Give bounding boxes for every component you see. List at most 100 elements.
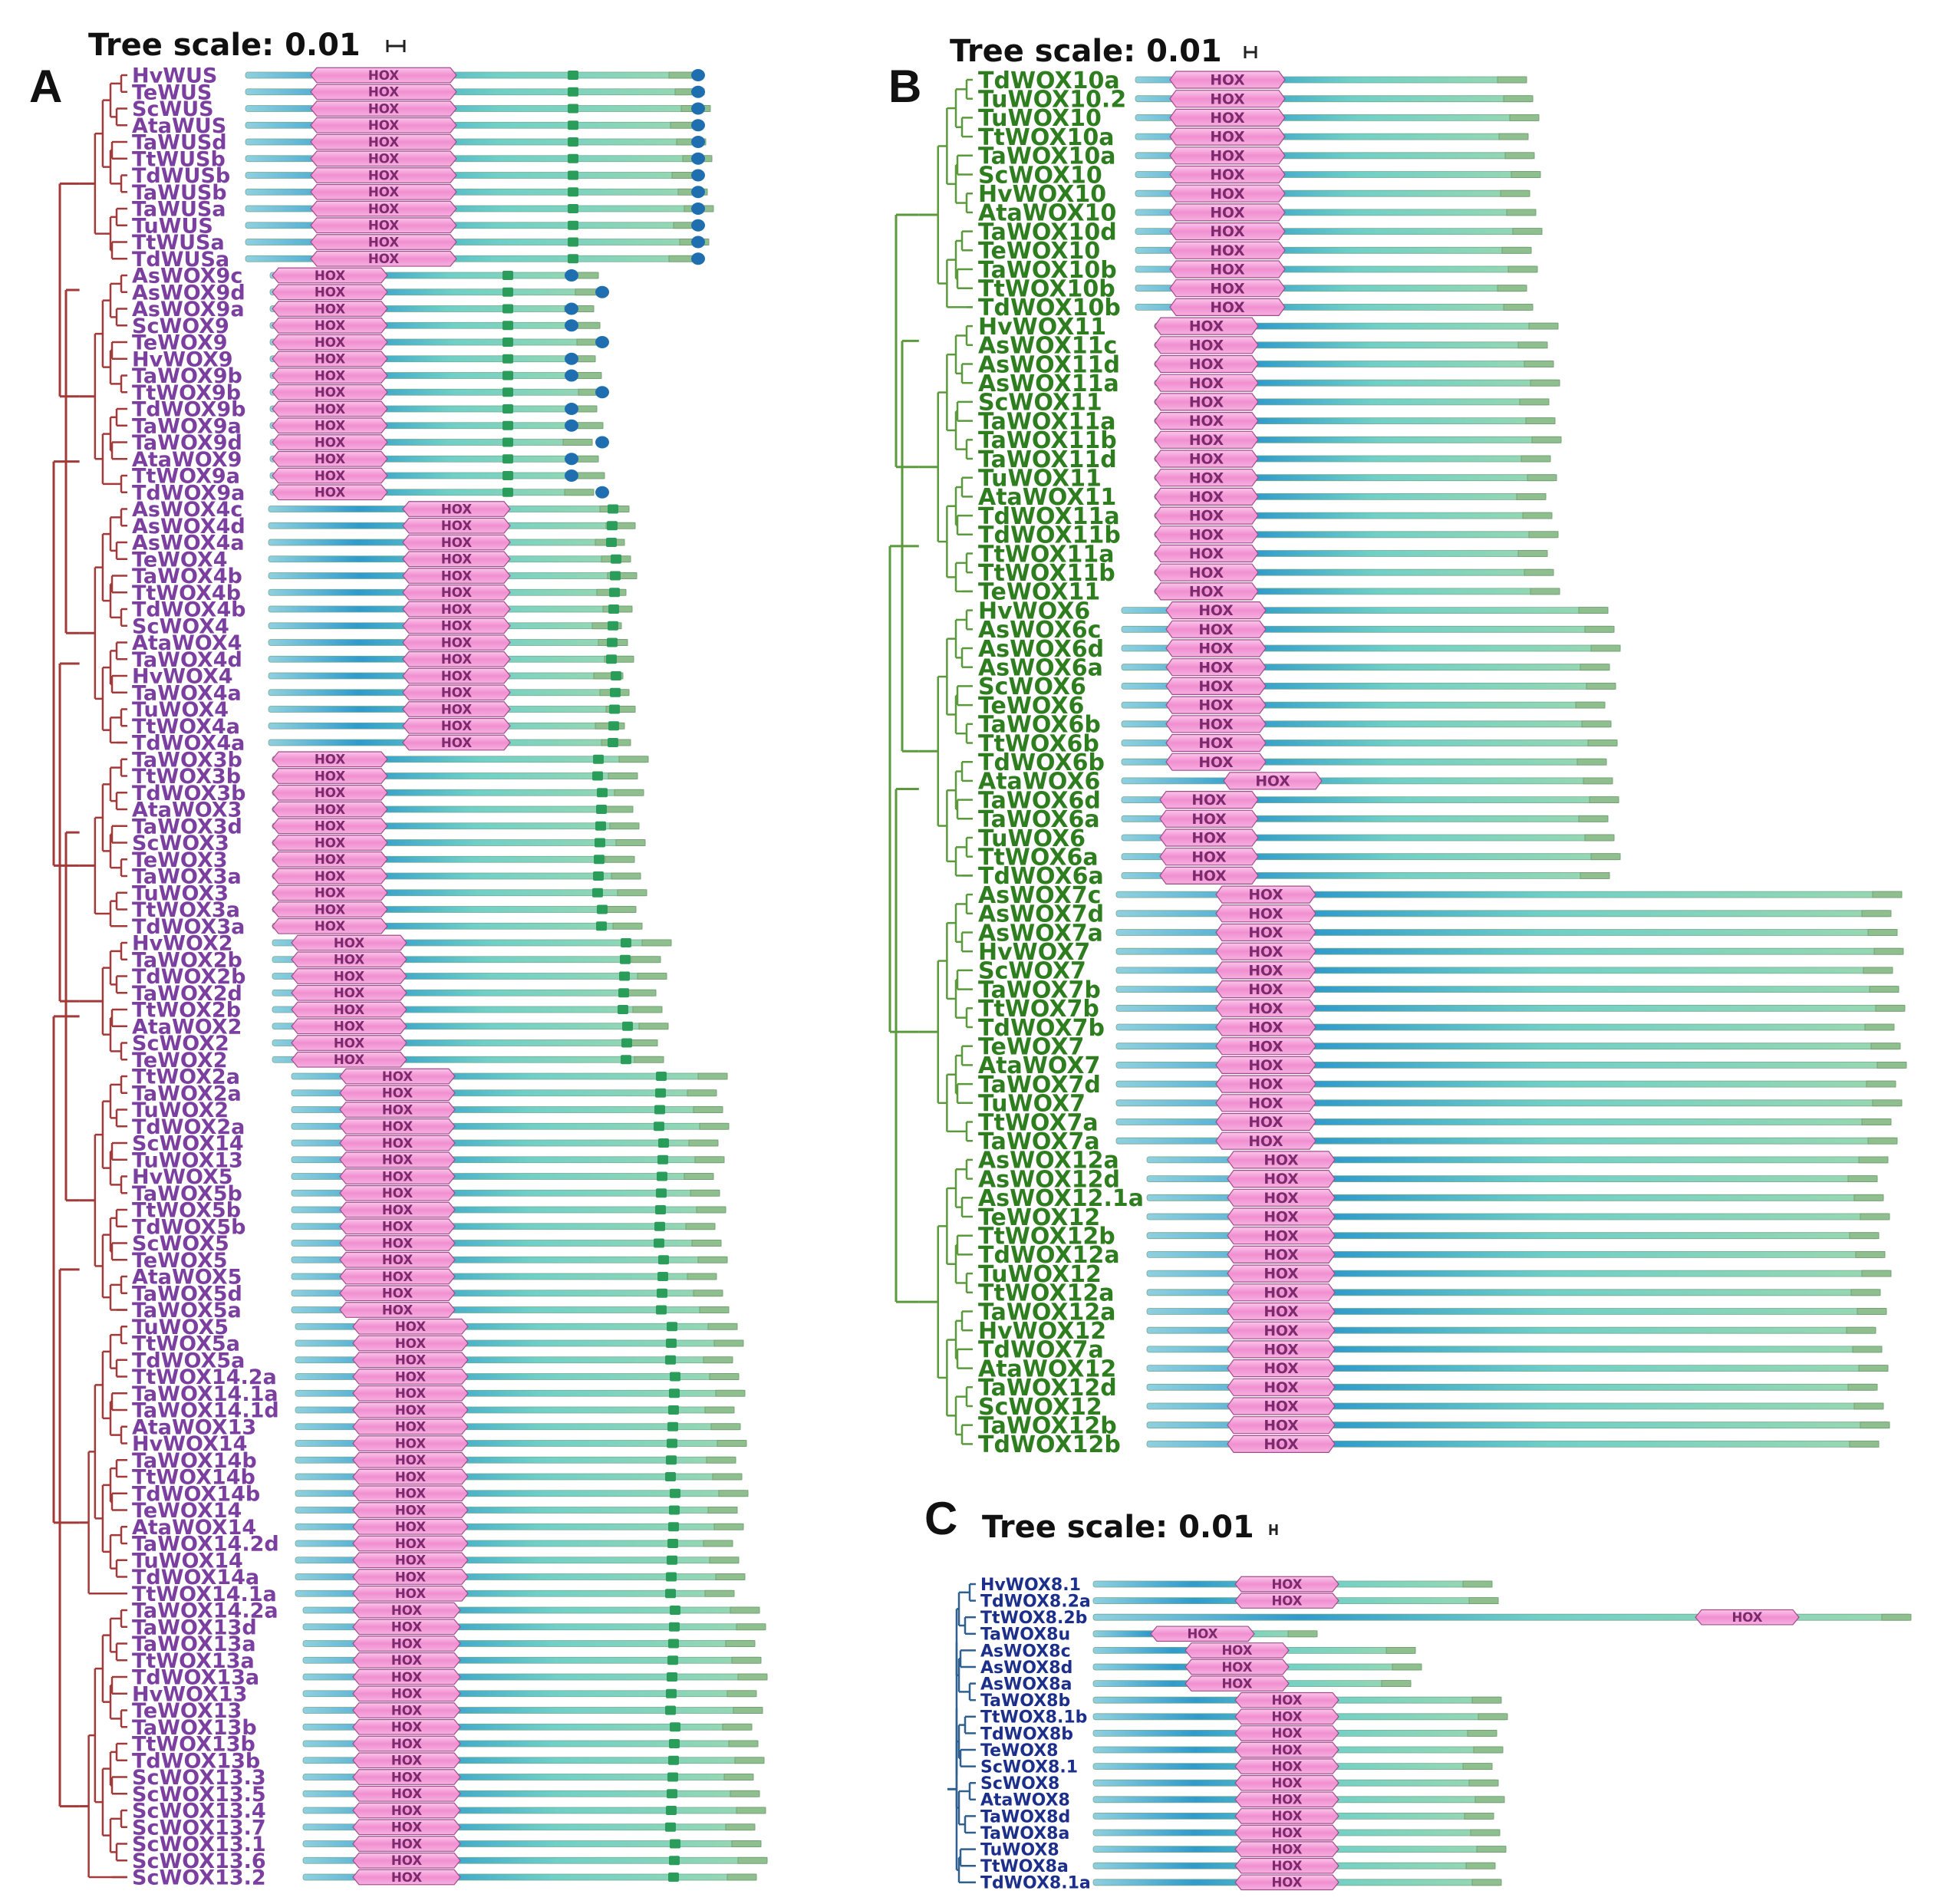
gene-row: TaWOX5a HOX <box>132 1299 730 1323</box>
hox-domain <box>310 234 457 250</box>
wus-box-motif <box>670 1372 680 1382</box>
gene-row: TeWOX12 HOX <box>978 1204 1890 1231</box>
protein-bar-end <box>731 1656 762 1664</box>
gene-label: TuWOX6 <box>978 825 1086 852</box>
hox-label: HOX <box>395 1403 426 1418</box>
hox-label: HOX <box>1191 849 1227 865</box>
protein-bar-end <box>1875 1004 1906 1012</box>
wus-box-motif <box>502 321 513 331</box>
gene-label: TuWOX10.2 <box>978 87 1126 114</box>
gene-label: TdWOX14b <box>132 1482 260 1506</box>
gene-label: TtWOX8.2b <box>980 1609 1087 1628</box>
protein-bar-end <box>1858 1365 1889 1372</box>
hox-label: HOX <box>334 969 364 983</box>
gene-row: AsWOX9d HOX <box>132 281 609 305</box>
protein-bar-end <box>1860 1421 1890 1429</box>
gene-label: TeWOX13 <box>132 1699 242 1723</box>
hox-domain <box>272 901 388 917</box>
gene-row: TdWOX7b HOX <box>978 1015 1895 1042</box>
wus-box-motif <box>665 1822 676 1832</box>
protein-bar-end <box>1498 133 1529 140</box>
wus-box-motif <box>568 104 578 114</box>
gene-row: TuWUS HOX <box>132 214 705 238</box>
hox-domain <box>1169 108 1286 127</box>
hox-label: HOX <box>1248 964 1283 980</box>
gene-row: TeWOX2 HOX <box>132 1049 664 1072</box>
gene-label: TaWOX14.1a <box>132 1382 278 1406</box>
gene-row: TtWOX8a HOX <box>980 1857 1496 1876</box>
gene-row: TtWOX6b HOX <box>978 730 1618 757</box>
gene-label: HvWOX14 <box>132 1432 247 1456</box>
wus-box-motif <box>655 1205 666 1214</box>
protein-bar-end <box>1478 1713 1508 1721</box>
hox-label: HOX <box>1210 206 1245 222</box>
protein-bar-end <box>731 1840 762 1847</box>
gene-label: TaWOX8u <box>980 1626 1070 1645</box>
gene-row: TdWOX8b HOX <box>980 1724 1497 1744</box>
gene-label: HvWOX7 <box>978 939 1090 966</box>
protein-bar-end <box>736 1807 766 1814</box>
gene-label: TdWOX9b <box>132 398 245 422</box>
gene-row: TdWOX9a HOX <box>132 481 609 505</box>
protein-bar-end <box>634 1056 664 1063</box>
protein-bar-end <box>1527 474 1557 482</box>
gene-label: TaWOX14.2a <box>132 1599 278 1623</box>
hox-domain <box>1154 411 1259 430</box>
protein-bar-end <box>726 1690 757 1698</box>
wus-box-motif <box>502 338 513 347</box>
gene-row: TdWOX7a HOX <box>978 1337 1883 1364</box>
protein-bar-end <box>1476 1846 1507 1853</box>
hox-label: HOX <box>1189 452 1224 468</box>
gene-label: TeWOX5 <box>132 1249 228 1273</box>
gene-label: TdWOX2b <box>132 965 245 989</box>
gene-row: TdWOX2a HOX <box>132 1115 730 1139</box>
gene-label: TdWUSa <box>132 248 229 272</box>
ear-motif <box>565 419 578 432</box>
gene-label: ScWOX5 <box>132 1232 229 1256</box>
hox-domain <box>310 67 457 84</box>
gene-row: ScWOX13.4 HOX <box>132 1800 766 1823</box>
hox-label: HOX <box>1210 110 1245 127</box>
hox-domain <box>352 1819 461 1836</box>
gene-row: ScWOX11 HOX <box>978 390 1550 417</box>
hox-domain <box>272 301 388 317</box>
hox-label: HOX <box>315 385 345 400</box>
gene-label: AsWOX4d <box>132 515 245 539</box>
hox-label: HOX <box>391 1653 422 1668</box>
gene-row: TuWOX10.2 HOX <box>978 87 1534 114</box>
hox-label: HOX <box>315 753 345 767</box>
gene-row: TaWOX4b HOX <box>132 565 638 588</box>
hox-label: HOX <box>395 1420 426 1435</box>
gene-row: TtWOX6a HOX <box>978 845 1621 871</box>
hox-domain <box>310 133 457 150</box>
hox-domain <box>339 1151 456 1168</box>
gene-row: TaWOX5d HOX <box>132 1282 723 1306</box>
protein-bar-end <box>1468 1779 1499 1787</box>
panel-c-tree-scale: Tree scale: 0.01 <box>982 1510 1254 1545</box>
gene-label: TeWOX2 <box>132 1049 228 1072</box>
wus-box-motif <box>593 754 604 764</box>
gene-row: TaWOX14.2a HOX <box>132 1599 760 1623</box>
gene-row: TeWOX3 HOX <box>132 848 635 872</box>
hox-domain <box>1169 279 1286 298</box>
hox-label: HOX <box>1210 262 1245 278</box>
hox-label: HOX <box>391 1720 422 1734</box>
hox-label: HOX <box>1191 792 1227 809</box>
protein-bar-end <box>1528 322 1559 330</box>
wus-box-motif <box>669 1622 680 1632</box>
hox-domain <box>1234 1841 1339 1857</box>
protein-bar-end <box>730 1790 760 1797</box>
gene-label: TuWOX13 <box>132 1148 243 1172</box>
gene-label: ScWOX8 <box>980 1774 1059 1794</box>
gene-label: TaWOX13d <box>132 1616 257 1639</box>
hox-label: HOX <box>1189 546 1224 562</box>
gene-label: TeWOX3 <box>132 848 228 872</box>
gene-label: AsWOX12a <box>978 1148 1119 1174</box>
protein-bar-end <box>607 572 638 579</box>
gene-row: TeWOX7 HOX <box>978 1034 1901 1061</box>
gene-label: AsWOX12.1a <box>978 1185 1144 1212</box>
hox-domain <box>1154 317 1259 335</box>
protein-bar-end <box>1577 758 1607 766</box>
